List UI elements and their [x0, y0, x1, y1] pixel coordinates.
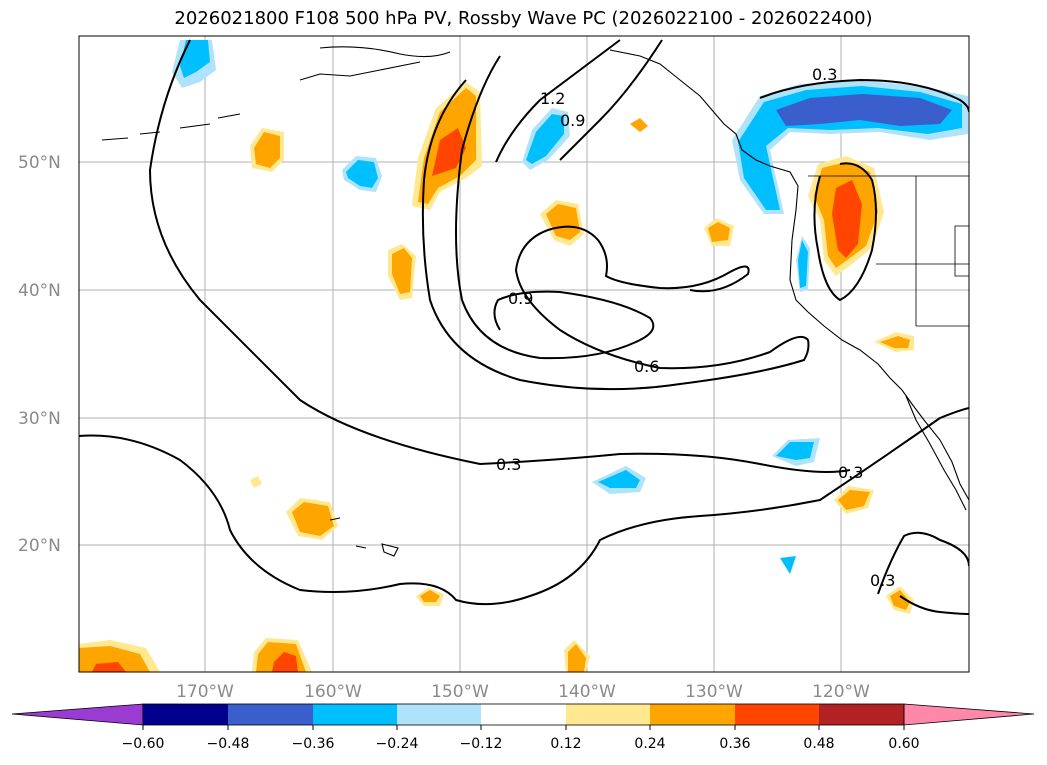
pos-patch-bottom-core [272, 652, 298, 672]
contour-label: 0.3 [838, 463, 863, 482]
coastlines [101, 46, 969, 557]
map-content: 1.2 0.9 0.9 0.6 0.3 0.3 0.3 0.3 [79, 36, 969, 672]
neg-patch-160w-core [346, 160, 378, 188]
colorbar-tick-label: 0.60 [888, 736, 919, 752]
hawaiian-islands [329, 517, 399, 557]
colorbar-extend-low [11, 703, 144, 726]
colorbar-swatch [819, 704, 904, 725]
contour-label: 1.2 [540, 89, 565, 108]
contour-0-3-south [79, 407, 969, 606]
neg-patch-small [780, 556, 796, 574]
neg-patch-baja-core [776, 442, 814, 460]
lat-label: 40°N [18, 281, 61, 301]
lon-label: 130°W [685, 682, 743, 702]
lon-label: 150°W [431, 682, 489, 702]
colorbar-tick-label: −0.12 [460, 736, 503, 752]
colorbar-tick-label: 0.12 [550, 736, 581, 752]
pos-patch-small-gulf [630, 118, 648, 132]
colorbar-swatch [481, 704, 566, 725]
pos-patch-se-core [890, 590, 910, 610]
state-borders [876, 176, 969, 327]
colorbar-swatch [735, 704, 819, 725]
contour-0-9 [455, 55, 655, 360]
colorbar-tick-label: −0.48 [207, 736, 250, 752]
lon-label: 120°W [812, 682, 870, 702]
pos-patch-40n-core [392, 248, 412, 294]
latitude-labels: 50°N 40°N 30°N 20°N [18, 153, 61, 556]
contour-label: 0.3 [812, 65, 837, 84]
colorbar-swatch [650, 704, 735, 725]
lat-label: 30°N [18, 409, 61, 429]
contour-label: 0.3 [496, 455, 521, 474]
pacific-coast-north-america [609, 49, 969, 501]
colorbar-tick-label: 0.36 [719, 736, 750, 752]
rossby-contours [79, 39, 969, 615]
pos-patch-sw-corner-core [92, 662, 126, 672]
pos-patch-pnw-core [832, 180, 862, 258]
alaska-coast [319, 46, 451, 58]
neg-patch-bc-core [776, 94, 952, 126]
contour-label: 0.9 [508, 289, 533, 308]
contour-0-9-north [559, 39, 663, 161]
pos-patch-trough-core [432, 128, 466, 176]
colorbar-swatch [143, 704, 228, 725]
pos-patch-hawaii-core [292, 502, 334, 536]
colorbar: −0.60 −0.48 −0.36 −0.24 −0.12 0.12 0.24 … [11, 703, 1035, 752]
lon-label: 170°W [176, 682, 234, 702]
pos-patch-mexico-core [838, 490, 870, 510]
contour-label: 0.6 [634, 357, 659, 376]
pos-patch-130w-core [708, 222, 730, 242]
map-title: 2026021800 F108 500 hPa PV, Rossby Wave … [174, 8, 873, 29]
colorbar-extend-high [903, 703, 1035, 726]
pos-patch-bottom-mid2-core [568, 644, 586, 672]
map-frame [78, 35, 970, 673]
colorbar-outline [142, 703, 905, 726]
colorbar-tick-label: −0.60 [122, 736, 165, 752]
pos-patch-46n-core [546, 204, 580, 240]
colorbar-tick-label: −0.24 [376, 736, 419, 752]
baja-california [905, 395, 967, 511]
neg-patch-subtrop-core [598, 470, 640, 488]
contour-0-3-southeast [877, 531, 969, 615]
contour-0-3-north [759, 78, 969, 113]
colorbar-tick-label: 0.24 [634, 736, 665, 752]
colorbar-swatch [313, 704, 397, 725]
contour-1-2 [495, 39, 621, 163]
neg-patch-gulf-core [526, 114, 564, 164]
contour-labels: 1.2 0.9 0.9 0.6 0.3 0.3 0.3 0.3 [496, 65, 895, 590]
colorbar-swatch [566, 704, 650, 725]
contour-pnw [813, 162, 877, 302]
lon-label: 140°W [558, 682, 616, 702]
positive-anomalies [79, 82, 914, 672]
pos-patch-15n-core [420, 590, 440, 602]
pos-patch-165w-core [254, 132, 280, 168]
pos-patch-tiny [250, 476, 262, 488]
neg-patch-coast-core [798, 240, 808, 288]
contour-0-3-main [148, 39, 851, 473]
lon-label: 160°W [304, 682, 362, 702]
contour-label: 0.9 [560, 111, 585, 130]
political-borders [808, 175, 969, 327]
contour-label: 0.3 [870, 571, 895, 590]
colorbar-tick-label: 0.48 [803, 736, 834, 752]
pos-patch-sw-core [880, 336, 910, 348]
lat-label: 50°N [18, 153, 61, 173]
colorbar-swatch [228, 704, 313, 725]
colorbar-swatch [397, 704, 481, 725]
longitude-labels: 170°W 160°W 150°W 140°W 130°W 120°W [176, 682, 870, 702]
lat-label: 20°N [18, 536, 61, 556]
colorbar-tick-label: −0.36 [292, 736, 335, 752]
negative-anomalies [172, 40, 968, 574]
contour-0-6 [421, 79, 810, 391]
neg-patch-aleutian-core [180, 40, 210, 78]
alaska-peninsula [299, 61, 421, 81]
aleutian-islands [101, 113, 241, 141]
